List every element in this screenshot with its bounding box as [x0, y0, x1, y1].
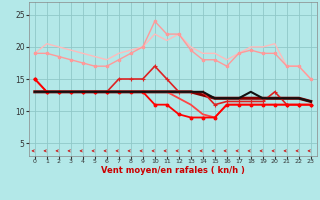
X-axis label: Vent moyen/en rafales ( kn/h ): Vent moyen/en rafales ( kn/h ): [101, 166, 245, 175]
